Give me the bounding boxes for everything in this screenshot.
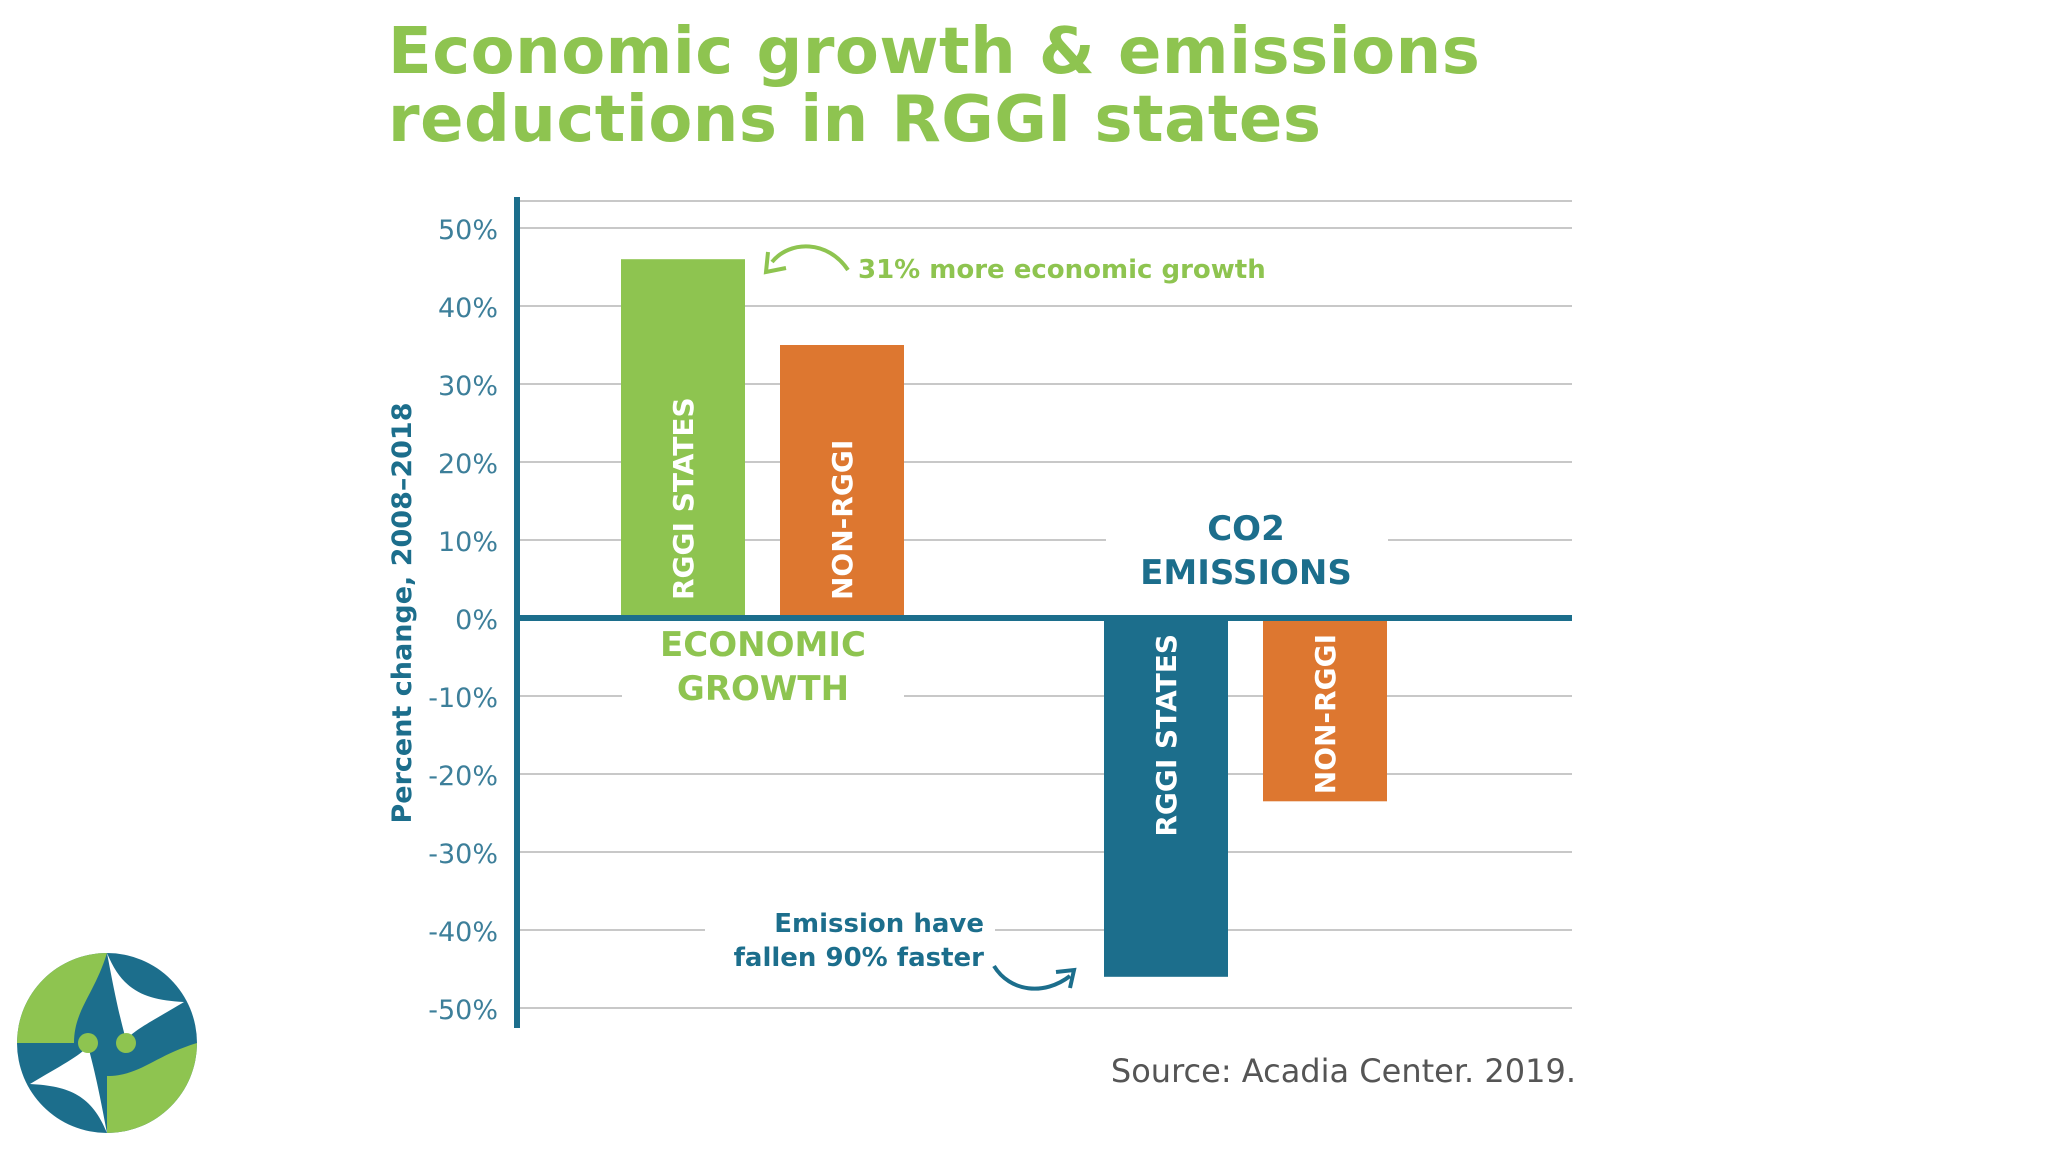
y-tick-label: 40% [438, 293, 498, 324]
bar-label: NON-RGGI [826, 440, 859, 600]
y-tick-label: 50% [438, 215, 498, 246]
bar [1104, 618, 1228, 977]
y-axis-ticks: 50% 40% 30% 20% 10% 0% -10% -20% -30% -40% -50% [428, 215, 498, 1026]
emission-annotation: Emission have [774, 909, 984, 939]
emission-annotation-background [705, 900, 995, 980]
bar [1263, 618, 1387, 802]
bar [780, 345, 904, 618]
group-label: EMISSIONS [1140, 553, 1352, 593]
y-tick-label: 0% [455, 605, 498, 636]
bar [621, 259, 745, 618]
axes [514, 197, 1572, 1028]
growth-arrow-head [763, 251, 787, 275]
growth-annotation: 31% more economic growth [858, 255, 1266, 285]
bar-label: RGGI STATES [667, 397, 700, 600]
y-axis-title: Percent change, 2008–2018 [387, 402, 418, 823]
group-label: ECONOMIC [660, 625, 866, 665]
y-tick-label: 30% [438, 371, 498, 402]
y-tick-label: -30% [428, 839, 498, 870]
chart-title-line-2: reductions in RGGI states [388, 83, 1322, 157]
source-note: Source: Acadia Center. 2019. [1110, 1052, 1576, 1090]
group-label-background [1106, 512, 1388, 604]
acadia-center-logo-icon [17, 953, 197, 1133]
y-tick-label: -40% [428, 917, 498, 948]
chart-title: Economic growth & emissions reductions i… [388, 18, 1588, 154]
emissions-arrow-icon [992, 964, 1072, 991]
y-tick-label: 10% [438, 527, 498, 558]
bar-label: NON-RGGI [1309, 634, 1342, 794]
emissions-arrow-head [1055, 967, 1077, 989]
group-label-background [622, 630, 904, 722]
bars: RGGI STATES NON-RGGI RGGI STATES NON-RGGI [621, 259, 1387, 977]
label-backgrounds [622, 512, 1388, 980]
emission-annotation: fallen 90% faster [734, 943, 985, 973]
y-tick-label: -50% [428, 995, 498, 1026]
y-tick-label: -20% [428, 761, 498, 792]
growth-arrow-icon [770, 244, 850, 272]
y-tick-label: -10% [428, 683, 498, 714]
group-label: CO2 [1207, 509, 1285, 549]
y-tick-label: 20% [438, 449, 498, 480]
chart-title-line-1: Economic growth & emissions [388, 15, 1481, 89]
bar-label: RGGI STATES [1150, 634, 1183, 837]
group-label: GROWTH [677, 669, 849, 709]
